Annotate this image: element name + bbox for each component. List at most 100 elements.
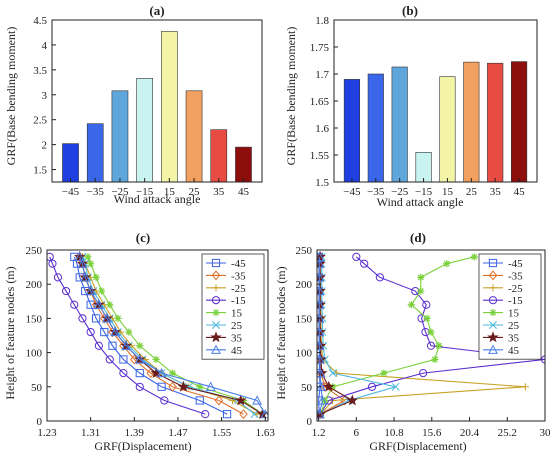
panel-d-xtick-label: 6 xyxy=(354,427,360,439)
panel-d-marker xyxy=(423,314,431,322)
panel-d-legend-marker xyxy=(489,284,497,292)
panel-b-bar xyxy=(487,62,504,183)
panel-c-legend-item: 35 xyxy=(206,331,243,344)
panel-a-xtick-label: 15 xyxy=(164,186,176,198)
panel-c-marker xyxy=(119,369,128,378)
panel-a-ytick-label: 1.5 xyxy=(33,165,47,177)
panel-a-xtick-label: −15 xyxy=(136,186,154,198)
panel-c-marker xyxy=(78,314,87,323)
panel-c-marker xyxy=(177,380,190,392)
panel-c-legend-marker xyxy=(212,309,220,317)
panel-d-ytick-label: 200 xyxy=(296,279,313,291)
panel-d-marker xyxy=(431,355,439,364)
panel-b-xtick-label: 15 xyxy=(442,186,454,198)
panel-b-bar xyxy=(463,61,480,183)
panel-a-bar xyxy=(161,31,178,183)
panel-d-legend-label: 15 xyxy=(508,308,520,320)
panel-a-bar xyxy=(185,90,203,183)
panel-b-ytick-label: 1.7 xyxy=(315,69,329,81)
panel-d-legend-item: 15 xyxy=(483,308,520,320)
panel-d-series-line xyxy=(320,256,475,415)
panel-a-xtick-label: −35 xyxy=(87,186,105,198)
panel-d-marker xyxy=(426,341,436,350)
panel-c-ytick-label: 100 xyxy=(26,348,43,360)
panel-c-xtick-label: 1.55 xyxy=(212,427,232,439)
panel-d-marker xyxy=(346,394,359,406)
panel-d-marker xyxy=(417,287,425,295)
panel-b-xtick-label: 45 xyxy=(514,186,526,198)
panel-c-marker xyxy=(105,355,114,364)
panel-c-series-line xyxy=(49,256,206,415)
panel-d-legend-label: -35 xyxy=(508,270,523,282)
panel-c-series--15 xyxy=(47,252,210,419)
panel-b-ytick-label: 1.75 xyxy=(310,42,330,54)
panel-d-legend-label: 35 xyxy=(508,332,520,344)
panel-c-marker xyxy=(48,259,57,268)
panel-c-marker xyxy=(100,327,109,337)
panel-d-series-line xyxy=(320,256,396,415)
panel-c-marker xyxy=(114,314,122,322)
panel-a-ytick-label: 3 xyxy=(42,90,48,102)
panel-d-ytick-label: 50 xyxy=(301,382,313,394)
panel-c-legend-marker xyxy=(210,331,222,343)
panel-d: (d) Height of feature nodes (m) GRF(Disp… xyxy=(274,230,550,453)
panel-a-ytick-label: 2.5 xyxy=(33,115,47,127)
panel-d-legend-item: -25 xyxy=(483,283,523,295)
panel-b-xtick-label: −35 xyxy=(367,186,385,198)
panel-d-marker xyxy=(417,273,425,281)
panel-c-legend-label: 15 xyxy=(231,308,243,320)
panel-c-legend-marker xyxy=(211,296,221,305)
panel-d-marker xyxy=(352,252,361,261)
panel-d-marker xyxy=(521,383,529,391)
panel-c-series-line xyxy=(73,256,228,415)
panel-c-series-line xyxy=(79,256,266,415)
panel-c-marker xyxy=(53,273,63,282)
panel-a-ytick-label: 3.5 xyxy=(33,65,47,77)
panel-c-legend-label: -35 xyxy=(231,270,246,282)
panel-c-legend-item: 45 xyxy=(206,344,243,357)
panel-c-marker xyxy=(93,299,104,309)
panel-d-marker xyxy=(380,369,388,377)
panel-a-ylabel: GRF(Base bending moment) xyxy=(4,27,18,166)
panel-c-marker xyxy=(92,314,101,323)
panel-c-marker xyxy=(97,287,106,295)
panel-d-legend-label: -45 xyxy=(508,258,523,270)
panel-a-bar xyxy=(62,143,79,183)
panel-d-legend-marker xyxy=(488,296,498,305)
panel-d-legend-marker xyxy=(488,344,498,354)
panel-c-label: (c) xyxy=(136,230,150,245)
panel-a-xtick-label: 25 xyxy=(189,186,201,198)
panel-d-xlabel: GRF(Displacement) xyxy=(369,439,466,453)
panel-c-legend-marker xyxy=(211,270,221,281)
panel-c-marker xyxy=(102,313,112,323)
panel-d-legend-label: 45 xyxy=(508,345,520,357)
panel-c-legend-label: 35 xyxy=(231,332,243,344)
panel-c-marker xyxy=(94,341,103,350)
panel-d-legend-item: -45 xyxy=(483,258,523,270)
panel-c-xtick-label: 1.23 xyxy=(37,427,57,439)
panel-d-legend-marker xyxy=(489,309,497,317)
panel-d-legend-marker xyxy=(488,270,498,281)
panel-c: (c) Height of feature nodes (m) GRF(Disp… xyxy=(3,230,275,453)
panel-b-ytick-label: 1.55 xyxy=(310,150,330,162)
panel-d-xtick-label: 30 xyxy=(540,427,550,439)
panel-c-ytick-label: 50 xyxy=(31,382,43,394)
panel-d-legend-marker xyxy=(489,321,497,329)
panel-b-bar xyxy=(511,61,528,183)
panel-d-series--15 xyxy=(317,252,545,419)
panel-b-ytick-label: 1.6 xyxy=(315,123,329,135)
panel-d-legend-marker xyxy=(487,331,499,343)
panel-c-marker xyxy=(239,409,248,420)
panel-b-ytick-label: 1.65 xyxy=(310,96,330,108)
panel-b-xtick-label: −15 xyxy=(415,186,433,198)
panel-c-legend-item: -15 xyxy=(206,295,246,307)
panel-d-marker xyxy=(470,253,478,261)
panel-a-bar xyxy=(111,90,129,183)
panel-a-xlabel: Wind attack angle xyxy=(114,192,201,206)
panel-d-marker xyxy=(317,367,326,378)
panel-b-ytick-label: 1.5 xyxy=(315,177,329,189)
panel-d-series-line xyxy=(319,256,545,415)
panel-c-marker xyxy=(135,382,144,391)
panel-d-legend-marker xyxy=(488,258,498,268)
panel-d-marker xyxy=(435,342,443,350)
